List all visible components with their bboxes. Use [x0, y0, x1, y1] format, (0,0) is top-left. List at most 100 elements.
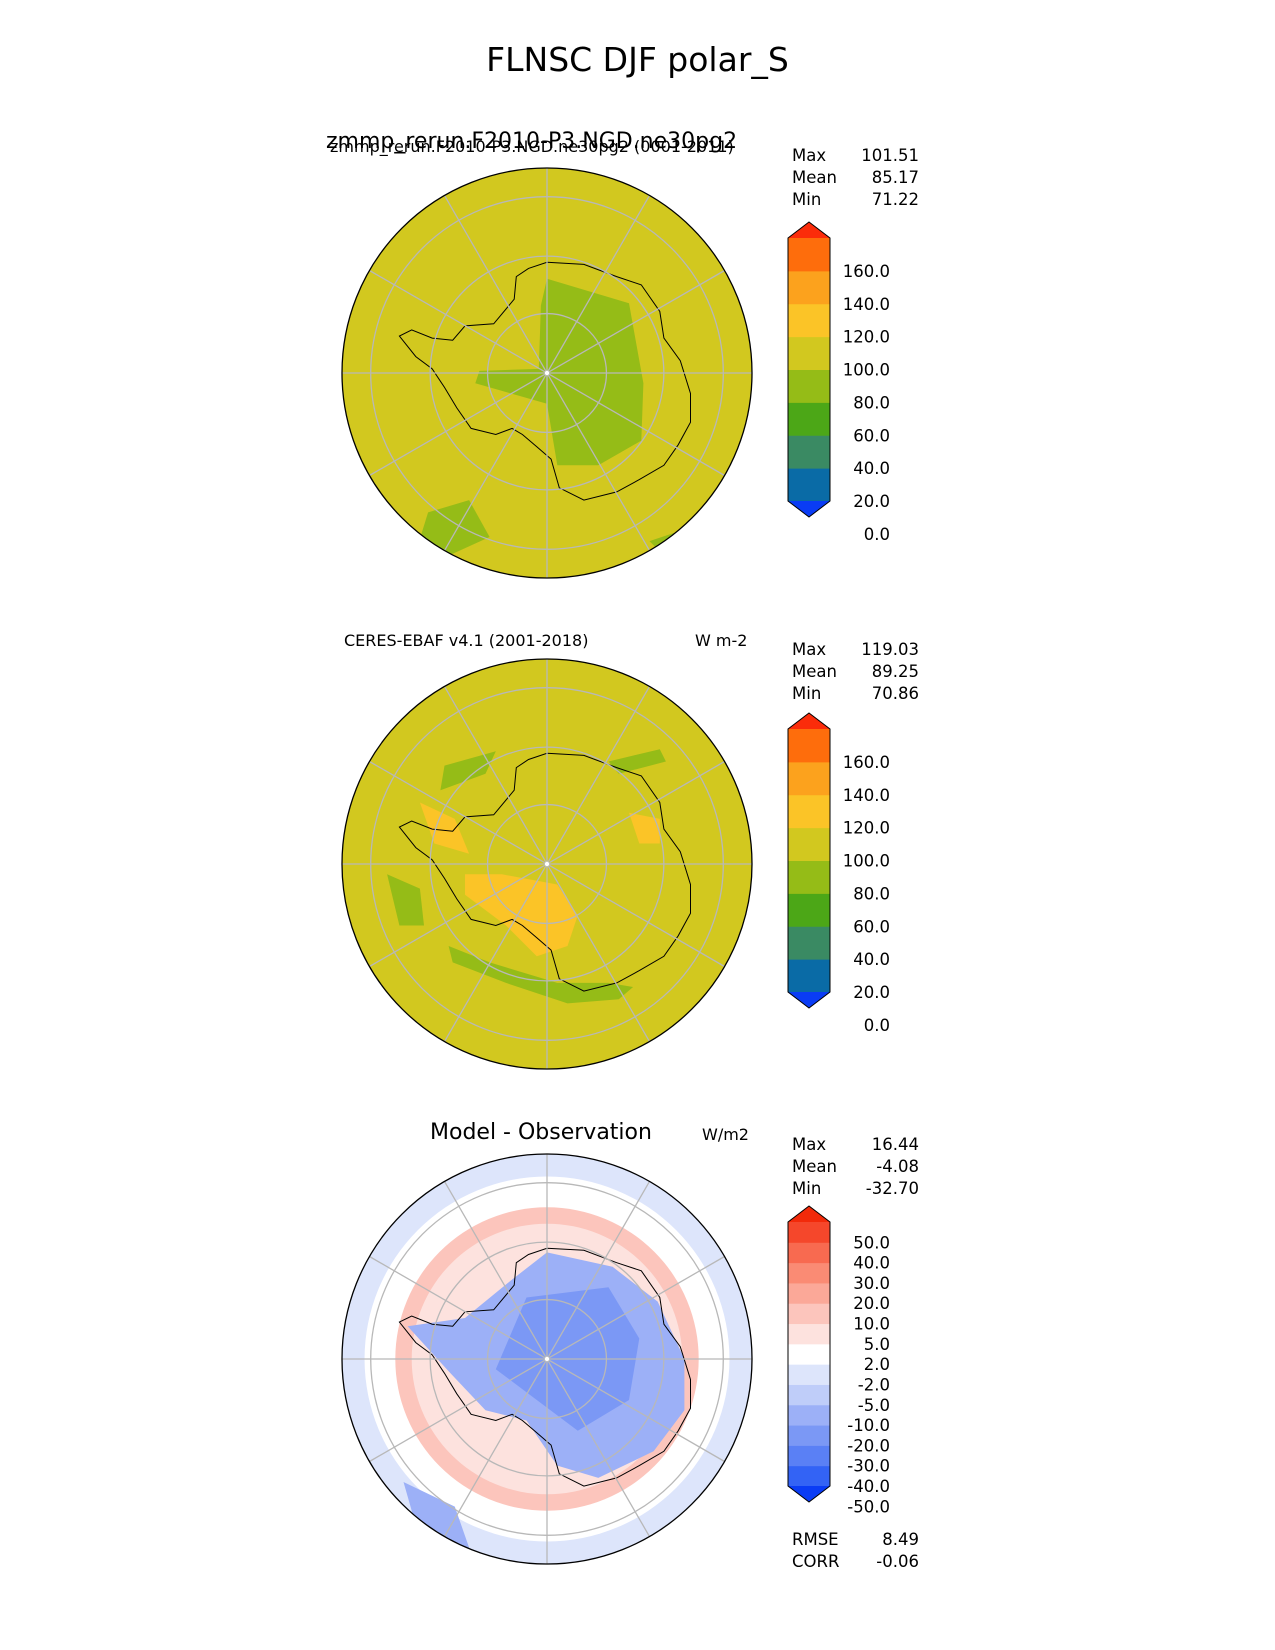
- colorbar-tick-label: 30.0: [853, 1274, 890, 1293]
- colorbar-cell: [788, 893, 830, 927]
- stat-label: RMSE: [792, 1530, 839, 1549]
- model-ocean-patch: [417, 500, 490, 558]
- colorbar-extend-bottom: [788, 992, 830, 1008]
- colorbar-tick-label: 10.0: [853, 1315, 890, 1334]
- colorbar-tick-label: 20.0: [853, 492, 890, 511]
- panel2-title: CERES-EBAF v4.1 (2001-2018): [344, 631, 589, 650]
- colorbar-tick-label: 0.0: [864, 1016, 890, 1035]
- colorbar-cell: [788, 827, 830, 861]
- panel1-title: zmmp_rerun.F2010-P3.NGD.ne30pg2: [326, 129, 738, 154]
- colorbar-cell: [788, 303, 830, 338]
- colorbar-cell: [788, 468, 830, 502]
- colorbar-tick-label: 140.0: [843, 786, 890, 805]
- colorbar-cell: [788, 1343, 830, 1365]
- colorbar-cell: [788, 1303, 830, 1325]
- colorbar-cell: [788, 369, 830, 403]
- colorbar-tick-label: -40.0: [847, 1477, 890, 1496]
- colorbar-extend-top: [788, 1206, 830, 1222]
- colorbar-tick-label: -20.0: [847, 1436, 890, 1455]
- antarctic-coastline: [398, 752, 691, 992]
- colorbar-tick-label: 20.0: [853, 1294, 890, 1313]
- pole-marker: [544, 1356, 550, 1362]
- colorbar-tick-label: 100.0: [843, 852, 890, 871]
- stat-label: Max: [792, 1135, 827, 1154]
- stat-value: 101.51: [861, 146, 919, 165]
- colorbar-tick-label: 160.0: [843, 262, 890, 281]
- pole-marker: [544, 370, 550, 376]
- colorbar-tick-label: 40.0: [853, 1254, 890, 1273]
- obs-seaice-ring: [448, 946, 634, 1004]
- obs-peninsula-warm-region: [419, 802, 470, 854]
- stat-value: 85.17: [871, 168, 919, 187]
- colorbar-cell: [788, 1262, 830, 1284]
- colorbar-cell: [788, 1425, 830, 1446]
- panel2-units: W m-2: [695, 631, 748, 650]
- colorbar-tick-label: 60.0: [853, 917, 890, 936]
- obs-seaice-patch-1: [440, 751, 496, 791]
- colorbar-tick-label: 40.0: [853, 459, 890, 478]
- colorbar-cell: [788, 1465, 830, 1487]
- stat-value: -32.70: [865, 1179, 919, 1198]
- colorbar-cell: [788, 1323, 830, 1345]
- colorbar-tick-label: 100.0: [843, 361, 890, 380]
- figure-title: FLNSC DJF polar_S: [486, 40, 789, 79]
- colorbar-tick-label: 140.0: [843, 295, 890, 314]
- stat-value: -4.08: [876, 1157, 919, 1176]
- colorbar-outline: [787, 712, 831, 1009]
- colorbar-extend-top: [788, 222, 830, 238]
- colorbar-tick-label: 40.0: [853, 950, 890, 969]
- map-border: [341, 658, 753, 1070]
- map-border: [341, 167, 753, 579]
- colorbar-tick-label: 20.0: [853, 983, 890, 1002]
- map-border: [341, 1153, 753, 1565]
- colorbar-tick-label: -50.0: [847, 1497, 890, 1516]
- colorbar-cell: [788, 1404, 830, 1426]
- panel1-title-overlap: zmmp_rerun.F2010-P3.NGD.ne30pg2 (0001-20…: [330, 137, 734, 156]
- stat-value: 8.49: [882, 1530, 919, 1549]
- stat-value: -0.06: [876, 1552, 919, 1571]
- panel3-units: W/m2: [702, 1125, 749, 1144]
- colorbar-cell: [788, 238, 830, 272]
- colorbar-tick-label: 120.0: [843, 819, 890, 838]
- model-interior-region: [475, 278, 644, 466]
- obs-weddell-warm-region: [629, 812, 660, 844]
- colorbar-cell: [788, 1384, 830, 1406]
- colorbar-tick-label: 160.0: [843, 753, 890, 772]
- colorbar-cell: [788, 1242, 830, 1264]
- obs-seaice-patch-3: [387, 874, 424, 926]
- stat-label: Max: [792, 146, 827, 165]
- colorbar-extend-bottom: [788, 1486, 830, 1502]
- colorbar-tick-label: -5.0: [858, 1396, 890, 1415]
- colorbar-cell: [788, 1364, 830, 1385]
- colorbar-cell: [788, 794, 830, 829]
- colorbar-tick-label: -2.0: [858, 1375, 890, 1394]
- stat-value: 89.25: [871, 662, 919, 681]
- colorbar-outline: [787, 1205, 831, 1503]
- colorbar-cell: [788, 761, 830, 796]
- colorbar-tick-label: 60.0: [853, 426, 890, 445]
- colorbar-cell: [788, 1445, 830, 1467]
- colorbar-tick-label: 5.0: [864, 1335, 890, 1354]
- colorbar-extend-top: [788, 713, 830, 729]
- stat-label: Mean: [792, 1157, 837, 1176]
- stat-label: Min: [792, 684, 822, 703]
- colorbar-cell: [788, 729, 830, 763]
- stat-label: Min: [792, 1179, 822, 1198]
- stat-value: 16.44: [871, 1135, 919, 1154]
- colorbar-tick-label: 80.0: [853, 393, 890, 412]
- colorbar-tick-label: 0.0: [864, 525, 890, 544]
- stat-label: Min: [792, 190, 822, 209]
- antarctic-coastline: [398, 1247, 691, 1487]
- colorbar-outline: [787, 221, 831, 518]
- stat-value: 119.03: [861, 640, 919, 659]
- stat-value: 70.86: [871, 684, 919, 703]
- stat-label: CORR: [792, 1552, 840, 1571]
- pole-marker: [544, 861, 550, 867]
- colorbar-cell: [788, 336, 830, 370]
- colorbar-tick-label: -10.0: [847, 1416, 890, 1435]
- colorbar-tick-label: 2.0: [864, 1355, 890, 1374]
- colorbar-extend-bottom: [788, 501, 830, 517]
- colorbar-tick-label: -30.0: [847, 1457, 890, 1476]
- colorbar-cell: [788, 1222, 830, 1243]
